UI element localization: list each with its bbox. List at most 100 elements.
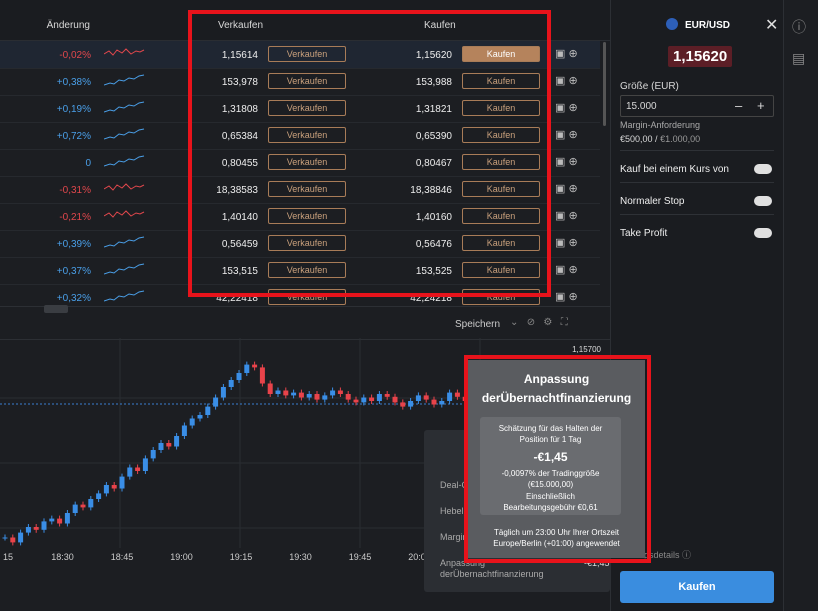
candle [18, 532, 24, 543]
row-icons[interactable]: ▣ ⊕ [555, 129, 578, 141]
row[interactable]: +0,39% 0,56459 Verkaufen 0,56476 Kaufen ▣ ⊕ [0, 230, 600, 258]
price-chart: 1,15700 15 18:30 18:45 19:00 19:15 19:30 19:45 2… [0, 338, 610, 562]
row-icons[interactable]: ▣ ⊕ [555, 75, 578, 87]
buy-button[interactable]: Kaufen [462, 46, 540, 62]
buy-price: 0,56476 [415, 239, 452, 250]
row[interactable]: -0,31% 18,38583 Verkaufen 18,38846 Kaufen ▣ ⊕ [0, 176, 600, 204]
candle [72, 504, 78, 513]
popup-note: Täglich um 23:00 Uhr Ihrer Ortszeit Euro… [493, 528, 620, 548]
row-icons[interactable]: ▣ ⊕ [555, 102, 578, 114]
sell-button[interactable]: Verkaufen [268, 46, 346, 62]
x-label: 19:15 [230, 552, 253, 562]
toggle[interactable] [754, 228, 772, 238]
candle [181, 425, 187, 436]
sell-price: 0,80455 [221, 158, 258, 169]
x-label: 19:00 [170, 552, 193, 562]
toggle[interactable] [754, 164, 772, 174]
buy-button[interactable]: Kaufen [462, 100, 540, 116]
candle [2, 537, 8, 539]
row[interactable]: 0 0,80455 Verkaufen 0,80467 Kaufen ▣ ⊕ [0, 149, 600, 177]
candle [275, 390, 281, 394]
candle [415, 395, 421, 401]
sell-button[interactable]: Verkaufen [268, 73, 346, 89]
sell-price: 18,38583 [216, 185, 258, 196]
sparkline [104, 236, 145, 248]
sell-button[interactable]: Verkaufen [268, 235, 346, 251]
minus[interactable]: – [735, 98, 743, 113]
candle [174, 436, 180, 447]
sell-button[interactable]: Verkaufen [268, 127, 346, 143]
percent: -0,0097% der Tradinggröße (€15.000,00) [501, 469, 600, 489]
header-change: Änderung [46, 20, 90, 31]
x-label: 20:00 [408, 552, 431, 562]
sell-button[interactable]: Verkaufen [268, 154, 346, 170]
candle [127, 467, 133, 477]
buy-button[interactable]: Kaufen [462, 208, 540, 224]
plus[interactable]: + [757, 98, 765, 113]
candle [41, 521, 47, 530]
collapse[interactable] [44, 305, 68, 313]
popup-title: Anpassung derÜbernachtfinanzierung [481, 372, 632, 405]
change: -0,21% [59, 212, 91, 223]
sell-button[interactable]: Verkaufen [268, 208, 346, 224]
buy-button[interactable]: Kaufen [462, 73, 540, 89]
icons[interactable]: ⌄ ⊘ ⚙ ⛶ [510, 317, 568, 328]
toolbar: Speichern ⌄ ⊘ ⚙ ⛶ [0, 305, 610, 340]
sell-button[interactable]: Verkaufen [268, 181, 346, 197]
candle [454, 392, 460, 397]
row[interactable]: +0,38% 153,978 Verkaufen 153,988 Kaufen ▣ ⊕ [0, 68, 600, 96]
sell-button[interactable]: Verkaufen [268, 262, 346, 278]
info-icon[interactable]: ⓘ [792, 19, 806, 35]
x-label: 15 [3, 552, 13, 562]
candle [353, 399, 359, 403]
toggle[interactable] [754, 196, 772, 206]
buy-price: 18,38846 [410, 185, 452, 196]
candle [228, 380, 234, 387]
doc-icon[interactable]: ▤ [792, 50, 806, 66]
close[interactable]: ✕ [765, 17, 779, 34]
row[interactable]: -0,02% 1,15614 Verkaufen 1,15620 Kaufen ▣ ⊕ [0, 41, 600, 69]
buy-button[interactable]: Kaufen [462, 181, 540, 197]
save[interactable]: Speichern [455, 319, 501, 330]
buy-button[interactable]: Kaufen [462, 262, 540, 278]
sparkline [104, 290, 145, 302]
candle [80, 504, 86, 508]
candle [439, 401, 445, 405]
candle [322, 395, 328, 400]
candle [345, 394, 351, 400]
size-value: 15.000 [626, 101, 657, 112]
row-icons[interactable]: ▣ ⊕ [555, 156, 578, 168]
candle [408, 401, 414, 407]
sparkline [104, 210, 145, 218]
details-label: Deal-Größe [440, 480, 488, 490]
row-icons[interactable]: ▣ ⊕ [555, 210, 578, 222]
change: +0,38% [56, 77, 91, 88]
candle [259, 367, 265, 384]
change: -0,31% [59, 185, 91, 196]
size-input[interactable]: 15.000 – + [620, 95, 774, 117]
row-icons[interactable]: ▣ ⊕ [555, 237, 578, 249]
sparkline-path [104, 290, 145, 302]
buy-button[interactable]: Kaufen [462, 127, 540, 143]
sell-button[interactable]: Verkaufen [268, 100, 346, 116]
row[interactable]: +0,72% 0,65384 Verkaufen 0,65390 Kaufen ▣ ⊕ [0, 122, 600, 150]
sell-price: 153,515 [221, 266, 258, 277]
buy-button[interactable]: Kaufen [462, 235, 540, 251]
row-icons[interactable]: ▣ ⊕ [555, 48, 578, 60]
row-icons[interactable]: ▣ ⊕ [555, 183, 578, 195]
buy-button[interactable]: Kaufen [620, 571, 774, 603]
sparkline [104, 48, 145, 56]
row[interactable]: -0,21% 1,40140 Verkaufen 1,40160 Kaufen ▣ ⊕ [0, 203, 600, 231]
row[interactable]: +0,19% 1,31808 Verkaufen 1,31821 Kaufen ▣ ⊕ [0, 95, 600, 123]
sell-price: 1,15614 [221, 50, 258, 61]
candle [392, 396, 398, 403]
row-icons[interactable]: ▣ ⊕ [555, 291, 578, 303]
change: +0,72% [56, 131, 91, 142]
row-icons[interactable]: ▣ ⊕ [555, 264, 578, 276]
sell-button[interactable]: Verkaufen [268, 289, 346, 305]
flag [666, 18, 678, 30]
buy-button[interactable]: Kaufen [462, 154, 540, 170]
buy-button[interactable]: Kaufen [462, 289, 540, 305]
row[interactable]: +0,37% 153,515 Verkaufen 153,525 Kaufen ▣ ⊕ [0, 257, 600, 285]
sparkline-path [104, 210, 145, 218]
